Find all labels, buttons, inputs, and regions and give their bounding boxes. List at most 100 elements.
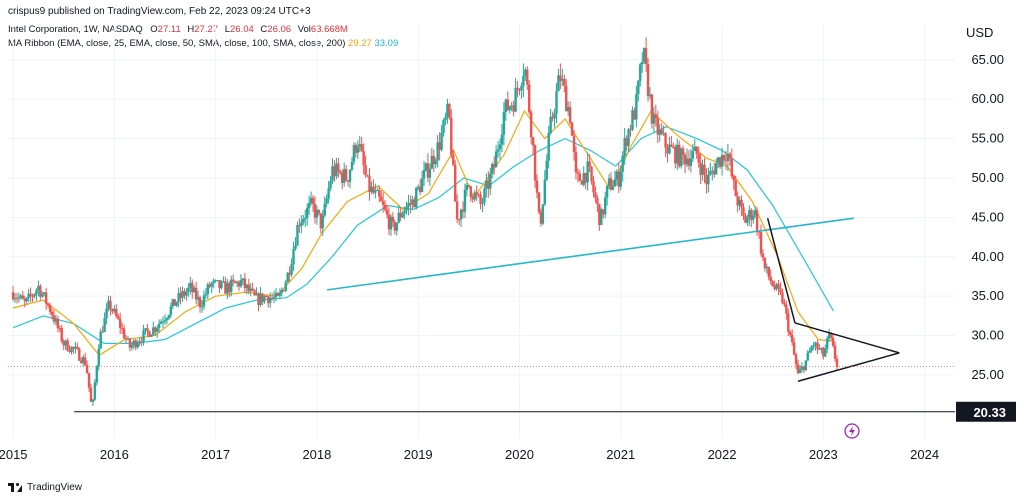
candle-body xyxy=(516,87,519,90)
candle-body xyxy=(810,346,813,351)
candle-body xyxy=(580,180,584,185)
candle-body xyxy=(298,225,301,227)
candle-body xyxy=(272,297,276,299)
candle-body xyxy=(368,176,371,193)
support-price-label: 20.33 xyxy=(956,401,1016,422)
candle-body xyxy=(117,316,120,319)
candle-body xyxy=(189,282,192,288)
candle-body xyxy=(617,171,621,187)
candle-body xyxy=(187,287,190,292)
candle-body xyxy=(163,320,167,322)
candle-body xyxy=(570,122,574,136)
candle-body xyxy=(498,144,502,150)
candle-body xyxy=(409,202,412,205)
candle-body xyxy=(748,210,751,218)
candle-body xyxy=(109,300,112,310)
candle-body xyxy=(44,292,48,304)
candle-body xyxy=(39,285,42,297)
candle-body xyxy=(459,209,463,220)
candle-body xyxy=(726,153,730,161)
candle-body xyxy=(475,192,478,195)
candle-body xyxy=(286,272,289,283)
candle-body xyxy=(251,288,254,291)
candle-body xyxy=(146,328,149,332)
candle-body xyxy=(122,328,126,339)
candle-body xyxy=(311,197,315,204)
candle-body xyxy=(664,133,667,148)
x-tick-label: 2024 xyxy=(910,447,939,462)
candle-body xyxy=(518,89,521,91)
y-tick-label: 45.00 xyxy=(971,209,1004,224)
candle-body xyxy=(629,129,632,131)
candle-body xyxy=(60,328,63,342)
candle-body xyxy=(520,85,523,91)
candle-body xyxy=(177,292,180,302)
candle-body xyxy=(765,266,769,269)
candle-body xyxy=(824,348,827,357)
candle-body xyxy=(800,366,804,370)
candle-body xyxy=(376,190,379,192)
candle-body xyxy=(598,204,601,226)
candle-body xyxy=(302,219,305,223)
candle-body xyxy=(138,341,141,344)
candle-body xyxy=(19,295,23,298)
candle-body xyxy=(467,185,471,187)
candle-body xyxy=(767,266,770,277)
close-value: 26.06 xyxy=(267,24,292,35)
candle-body xyxy=(777,284,780,289)
candle-body xyxy=(738,199,741,206)
candle-body xyxy=(648,94,652,97)
candle-body xyxy=(304,217,307,220)
candle-body xyxy=(136,343,139,348)
candle-body xyxy=(615,171,619,180)
candle-body xyxy=(181,291,184,298)
candle-body xyxy=(707,174,710,185)
candle-body xyxy=(327,188,330,199)
candle-body xyxy=(565,85,568,112)
candle-body xyxy=(350,161,354,170)
candle-body xyxy=(553,113,556,119)
candle-body xyxy=(477,194,480,196)
candle-body xyxy=(759,232,763,254)
ema25-line xyxy=(12,109,834,357)
candle-body xyxy=(637,80,640,95)
candle-body xyxy=(494,151,498,168)
candle-body xyxy=(775,284,778,290)
candle-body xyxy=(222,281,225,283)
candle-body xyxy=(356,146,360,153)
support-price-box xyxy=(956,401,1016,422)
candle-body xyxy=(255,293,258,296)
candle-body xyxy=(822,347,825,357)
candle-body xyxy=(62,341,65,346)
candle-body xyxy=(202,295,206,307)
y-tick-label: 35.00 xyxy=(971,288,1004,303)
candle-body xyxy=(226,283,229,294)
candle-body xyxy=(533,145,537,181)
candle-body xyxy=(220,281,223,289)
candle-body xyxy=(820,347,823,350)
low-label: L xyxy=(224,24,230,35)
candle-body xyxy=(278,292,282,296)
candle-body xyxy=(341,172,344,183)
candle-body xyxy=(214,280,217,282)
candle-body xyxy=(43,292,46,295)
candle-body xyxy=(21,295,25,299)
candle-body xyxy=(132,340,136,346)
wedge-descending-line xyxy=(766,217,796,324)
candle-body xyxy=(290,264,293,275)
candle-body xyxy=(818,348,821,350)
candle-body xyxy=(633,110,636,120)
events-icon[interactable] xyxy=(844,423,860,439)
candle-body xyxy=(787,313,790,332)
candle-body xyxy=(17,297,21,299)
candle-body xyxy=(588,161,591,167)
candle-body xyxy=(489,173,492,189)
candle-body xyxy=(537,192,541,212)
candle-body xyxy=(413,199,416,208)
candle-body xyxy=(650,94,654,124)
candle-body xyxy=(463,189,467,212)
candle-body xyxy=(687,158,691,166)
candle-body xyxy=(46,303,50,306)
candle-body xyxy=(381,201,385,206)
